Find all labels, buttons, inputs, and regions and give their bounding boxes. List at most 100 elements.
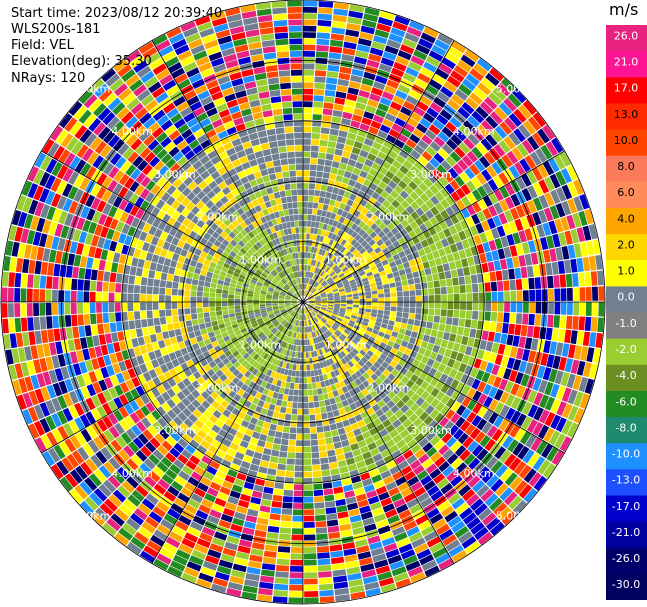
ray-gate (533, 392, 544, 406)
ray-gate (410, 149, 421, 160)
ray-gate (354, 251, 361, 259)
ray-gate (312, 389, 318, 396)
ray-gate (83, 314, 91, 325)
ray-gate (432, 518, 447, 530)
ray-gate (435, 191, 445, 202)
ray-gate (294, 471, 303, 478)
ray-gate (360, 274, 367, 280)
ray-gate (366, 421, 376, 431)
ray-gate (153, 317, 161, 326)
ray-gate (358, 383, 366, 391)
ray-gate (344, 425, 353, 433)
ray-gate (137, 258, 145, 268)
ray-gate (538, 179, 550, 194)
ray-gate (420, 67, 434, 79)
ray-gate (324, 313, 331, 318)
ray-gate (148, 326, 156, 335)
ray-gate (343, 355, 351, 363)
ray-gate (313, 395, 319, 402)
ray-gate (383, 377, 392, 386)
ray-gate (198, 318, 205, 325)
ray-gate (97, 270, 104, 281)
ray-gate (343, 204, 351, 213)
ray-gate (354, 378, 362, 386)
ray-gate (532, 456, 546, 471)
ray-gate (484, 96, 498, 110)
ray-gate (465, 376, 475, 387)
ray-gate (323, 165, 332, 173)
ray-gate (362, 517, 375, 526)
ray-gate (304, 308, 306, 314)
ray-gate (360, 324, 368, 330)
ray-gate (266, 435, 275, 443)
ray-gate (493, 175, 504, 188)
ray-gate (350, 475, 362, 484)
ray-gate (391, 526, 406, 536)
ray-gate (354, 226, 362, 234)
ray-gate (428, 419, 439, 431)
ray-gate (334, 305, 340, 308)
ray-gate (323, 198, 331, 205)
ray-gate (305, 291, 309, 297)
ray-gate (98, 334, 107, 345)
ray-gate (382, 279, 389, 285)
ray-gate (310, 145, 319, 152)
ray-gate (337, 270, 344, 276)
ray-gate (320, 216, 326, 223)
ray-gate (143, 260, 151, 270)
ray-gate (314, 260, 319, 267)
ray-gate (544, 381, 554, 396)
ray-gate (463, 266, 471, 276)
ray-gate (307, 265, 311, 272)
ray-gate (396, 204, 405, 214)
ray-gate (83, 291, 90, 302)
ray-gate (515, 176, 527, 190)
ray-gate (450, 269, 458, 278)
ray-gate (542, 124, 556, 140)
ray-gate (360, 397, 368, 405)
ray-gate (147, 278, 154, 287)
ray-gate (303, 396, 309, 403)
ray-gate (354, 336, 361, 343)
ray-gate (418, 347, 426, 355)
ray-gate (334, 354, 341, 362)
ray-gate (426, 536, 442, 548)
ray-gate (303, 120, 312, 126)
ray-gate (514, 480, 528, 495)
ray-gate (400, 367, 408, 376)
ray-gate (321, 294, 327, 297)
ray-gate (451, 497, 465, 510)
ray-gate (486, 456, 499, 470)
ray-gate (412, 325, 420, 333)
ray-gate (385, 548, 400, 559)
ray-gate (403, 335, 411, 342)
ray-gate (473, 63, 488, 77)
ray-gate (430, 490, 444, 502)
ray-gate (589, 332, 597, 347)
ray-gate (396, 390, 406, 400)
ray-gate (561, 184, 573, 200)
ray-gate (191, 313, 198, 320)
ray-gate (482, 350, 491, 362)
ray-gate (321, 317, 327, 323)
ray-gate (476, 243, 485, 255)
ray-gate (228, 305, 235, 310)
ray-gate (573, 243, 582, 258)
ray-gate (570, 228, 580, 244)
ray-gate (499, 185, 510, 199)
ray-gate (292, 402, 298, 409)
ray-gate (476, 349, 485, 360)
ray-gate (305, 307, 308, 314)
ray-gate (303, 484, 313, 491)
ray-gate (303, 113, 313, 120)
ray-gate (395, 476, 407, 487)
ray-gate (322, 273, 328, 279)
ray-gate (470, 522, 485, 535)
ray-gate (389, 315, 396, 322)
ray-gate (313, 196, 320, 203)
ray-gate (348, 508, 360, 517)
ray-gate (366, 132, 377, 141)
ray-gate (375, 565, 391, 575)
ray-gate (487, 374, 497, 386)
ray-gate (436, 91, 450, 103)
